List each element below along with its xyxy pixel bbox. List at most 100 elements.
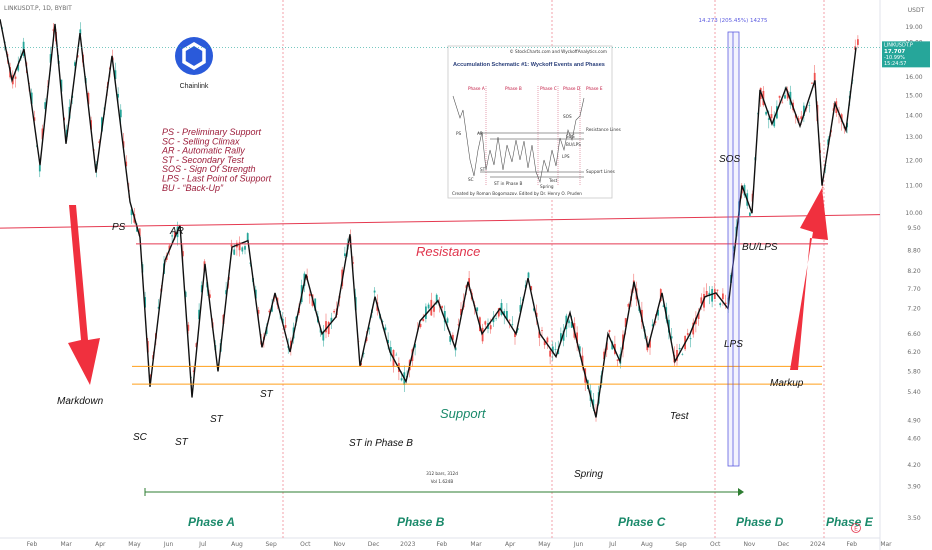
candle-body	[192, 370, 195, 372]
y-tick-label: 6.20	[907, 349, 921, 356]
date-range-arrow: 312 bars, 312d Vol 1.624B	[144, 471, 744, 496]
candle-body	[611, 341, 614, 350]
candle-body	[705, 291, 708, 296]
legend-item: PS - Preliminary Support	[162, 127, 262, 137]
candle-body	[268, 310, 271, 313]
x-axis[interactable]: Feb Mar Apr May Jun Jul Aug Sep Oct Nov Dec 2023 Feb…	[27, 541, 893, 548]
candle-body	[719, 303, 722, 306]
y-tick-label: 8.20	[907, 268, 921, 275]
candle-body	[560, 333, 562, 342]
candle-body	[508, 319, 511, 321]
y-tick-label: 4.20	[907, 462, 921, 469]
candle-body	[724, 302, 727, 305]
sc-label: SC	[133, 432, 148, 443]
candle-body	[422, 319, 425, 322]
markup-arrow	[790, 188, 828, 370]
candle-body	[651, 324, 654, 327]
y-tick-label: 7.20	[907, 306, 921, 313]
phase-labels: Phase A Phase B Phase C Phase D Phase E	[188, 515, 874, 529]
candle-body	[722, 293, 724, 300]
candle-body	[254, 289, 257, 299]
candle-body	[765, 111, 767, 115]
candle-body	[271, 305, 273, 312]
candle-body	[624, 318, 627, 327]
candle-body	[530, 286, 533, 291]
candle-body	[800, 116, 803, 119]
candle-body	[770, 114, 773, 119]
x-tick-label: Oct	[710, 541, 721, 548]
x-tick-label: Aug	[641, 541, 653, 548]
candle-body	[322, 331, 325, 341]
legend-item: SC - Selling Climax	[162, 136, 240, 146]
x-tick-label: Dec	[778, 541, 790, 548]
candle-body	[481, 327, 484, 342]
candle-body	[79, 29, 82, 35]
candle-body	[125, 161, 128, 167]
candle-body	[649, 339, 651, 348]
candle-body	[168, 245, 171, 250]
last-price-tag: LINKUSDT.P 17.707 -10.99% 15:24:57	[0, 41, 930, 68]
candle-body	[381, 321, 384, 322]
y-tick-label: 7.70	[907, 286, 921, 293]
candle-body	[743, 185, 746, 196]
candle-body	[14, 76, 17, 79]
candle-body	[689, 338, 692, 340]
candle-body	[681, 354, 684, 355]
candle-body	[384, 327, 387, 331]
candle-body	[187, 324, 190, 331]
x-tick-label: Jun	[573, 541, 584, 548]
candle-body	[101, 117, 103, 132]
legend-item: BU - “Back-Up”	[162, 183, 224, 193]
inset-support-lines: Support Lines	[586, 169, 615, 174]
x-tick-label: Sep	[675, 541, 687, 548]
candle-body	[857, 39, 859, 45]
candle-body	[460, 309, 462, 316]
candle-body	[325, 321, 327, 333]
logo-label: Chainlink	[180, 83, 209, 90]
st-label-2: ST	[210, 414, 224, 425]
candle-body	[117, 94, 119, 98]
candle-body	[330, 317, 333, 323]
candle-body	[225, 290, 227, 295]
candle-body	[52, 29, 55, 31]
candle-body	[568, 320, 570, 324]
candle-body	[308, 293, 311, 297]
price-scale[interactable]	[880, 0, 932, 550]
plot-area[interactable]	[0, 0, 880, 538]
inset-label-ps: PS	[456, 131, 462, 136]
x-tick-label: Mar	[470, 541, 482, 548]
candle-body	[716, 289, 719, 291]
candle-body	[506, 311, 508, 320]
price-range-measure[interactable]: 14.273 (205.45%) 14275	[699, 18, 769, 467]
candle-body	[33, 117, 36, 121]
candle-body	[678, 348, 681, 350]
alert-icon[interactable]: E	[851, 523, 861, 533]
last-price-countdown: 15:24:57	[884, 61, 906, 67]
candle-body	[511, 324, 514, 325]
markdown-arrow	[68, 205, 100, 385]
y-tick-label: 3.90	[907, 484, 921, 491]
candle-body	[395, 354, 398, 356]
candle-body	[767, 118, 770, 120]
sos-label: SOS	[719, 154, 740, 165]
y-tick-label: 14.00	[905, 113, 922, 120]
inset-label-lps: LPS	[562, 154, 570, 159]
candle-body	[200, 285, 203, 293]
currency-label[interactable]: USDT	[908, 7, 925, 14]
candle-body	[257, 310, 260, 314]
y-tick-label: 5.40	[907, 389, 921, 396]
candle-body	[670, 336, 673, 339]
y-tick-label: 13.00	[905, 134, 922, 141]
inset-label-test: Test	[548, 178, 558, 183]
candle-body	[549, 350, 551, 357]
inset-label-sc: SC	[468, 177, 474, 182]
y-tick-label: 12.00	[905, 157, 922, 164]
candle-body	[130, 209, 133, 216]
x-tick-label: Aug	[231, 541, 243, 548]
phase-d-label: Phase D	[736, 515, 784, 529]
candle-body	[368, 327, 371, 330]
x-tick-label: Feb	[437, 541, 448, 548]
inset-label-bu-lps: BU/LPS	[566, 142, 581, 147]
